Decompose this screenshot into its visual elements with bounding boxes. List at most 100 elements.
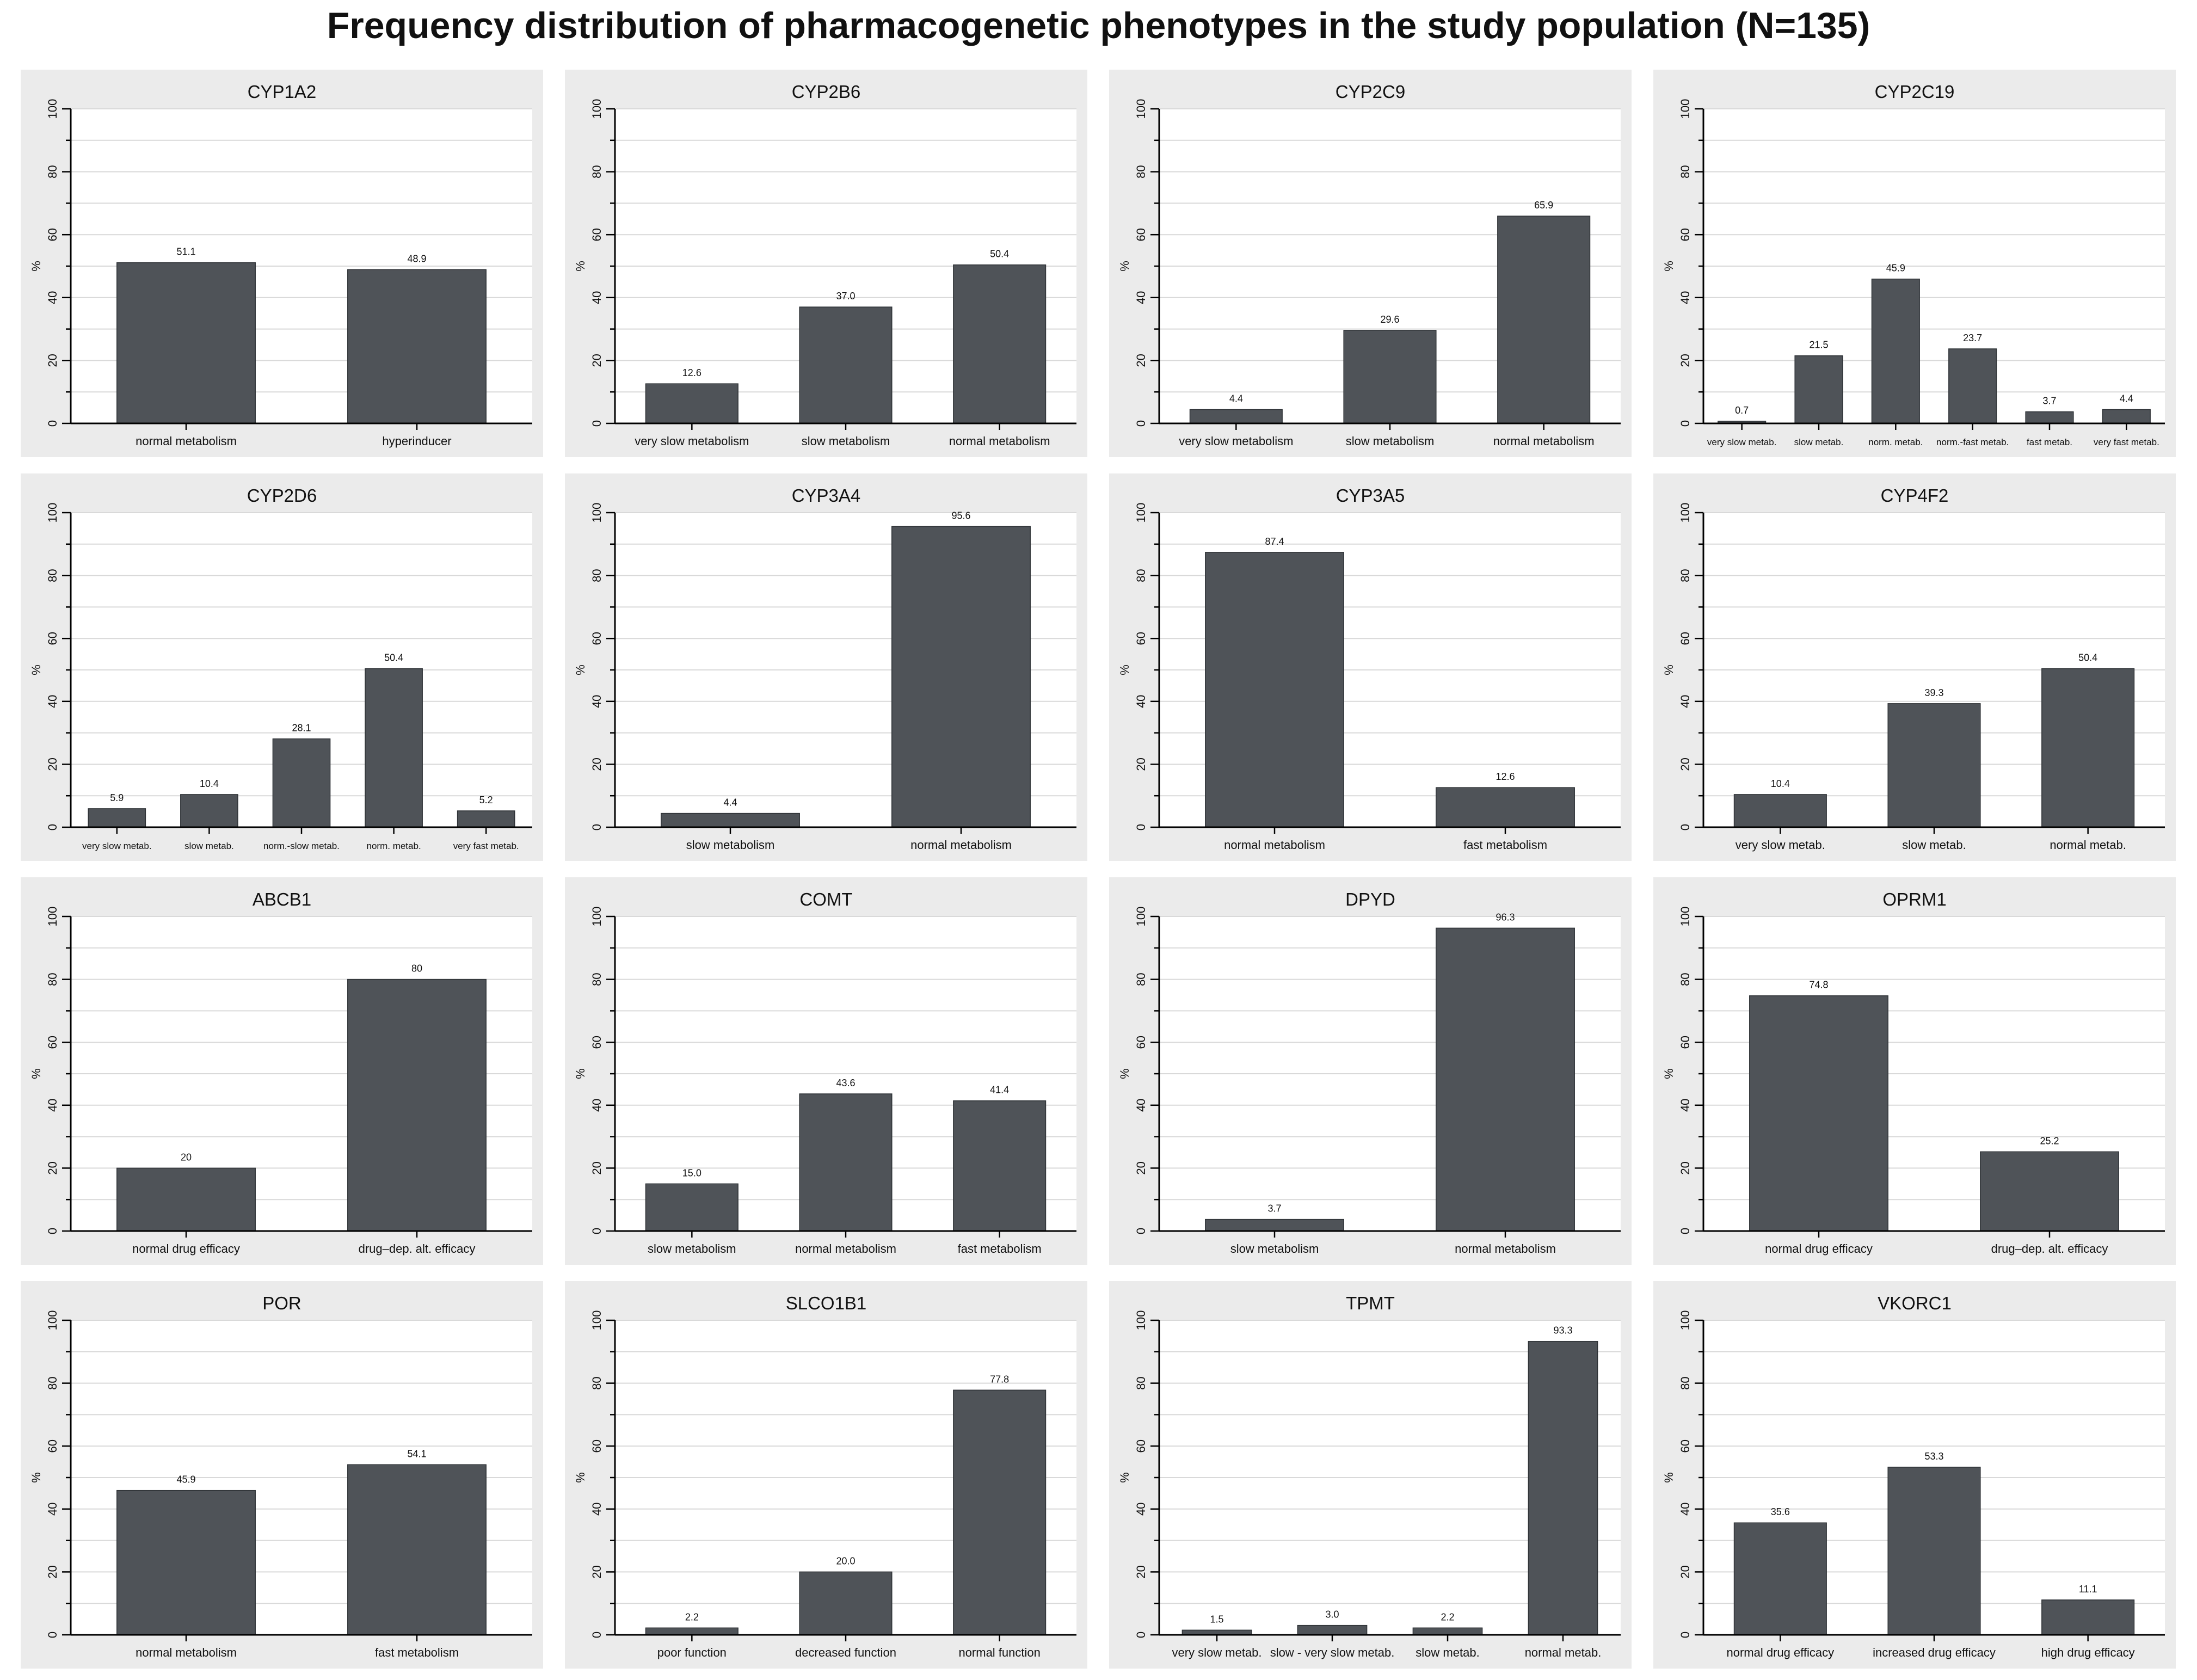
y-tick-label: 60 — [590, 632, 604, 645]
x-tick-label: normal function — [958, 1646, 1040, 1659]
x-tick-label: very slow metab. — [1707, 437, 1777, 447]
y-tick-label: 80 — [590, 569, 604, 582]
chart-panel-cyp2d6: CYP2D6 0 20 40 60 80 100% 5.9 very slow metab. 10… — [21, 473, 543, 861]
bar — [1412, 1627, 1483, 1635]
x-tick-label: increased drug efficacy — [1873, 1646, 1996, 1659]
bar — [88, 808, 146, 828]
chart-panel-cyp2c19: CYP2C19 0 20 40 60 80 100% 0.7 very slow metab. 2… — [1653, 70, 2176, 457]
chart-title: OPRM1 — [1882, 889, 1946, 909]
bar — [1733, 1522, 1827, 1635]
data-label: 41.4 — [990, 1085, 1009, 1096]
data-label: 48.9 — [407, 253, 426, 264]
y-axis-label: % — [29, 261, 43, 272]
data-label: 4.4 — [1229, 393, 1243, 404]
bar — [1794, 355, 1843, 424]
y-tick-label: 80 — [46, 165, 59, 178]
x-tick-label: fast metab. — [2027, 437, 2072, 447]
chart-title: SLCO1B1 — [786, 1293, 867, 1313]
y-axis-label: % — [1662, 261, 1676, 272]
y-tick-label: 20 — [46, 354, 59, 367]
y-tick-label: 40 — [1678, 1099, 1692, 1112]
data-label: 2.2 — [685, 1611, 699, 1622]
y-tick-label: 60 — [1678, 632, 1692, 645]
y-tick-label: 20 — [590, 1161, 604, 1174]
chart-panel-tpmt: TPMT 0 20 40 60 80 100% 1.5 very slow metab. 3.0 s… — [1109, 1281, 1632, 1669]
y-axis-label: % — [1662, 1472, 1676, 1483]
bar — [347, 269, 487, 424]
chart-title: DPYD — [1345, 889, 1395, 909]
data-label: 3.0 — [1325, 1609, 1339, 1620]
y-tick-label: 80 — [1678, 569, 1692, 582]
y-tick-label: 40 — [46, 695, 59, 708]
bar — [953, 264, 1047, 424]
y-tick-label: 80 — [590, 973, 604, 986]
chart-panel-abcb1: ABCB1 0 20 40 60 80 100% 20 normal drug efficacy… — [21, 877, 543, 1265]
y-tick-label: 100 — [1134, 99, 1148, 119]
y-tick-label: 40 — [1678, 1503, 1692, 1516]
y-tick-label: 40 — [1134, 1099, 1148, 1112]
y-tick-label: 100 — [1134, 503, 1148, 523]
y-tick-label: 0 — [46, 824, 59, 830]
y-tick-label: 100 — [590, 99, 604, 119]
y-tick-label: 40 — [1678, 695, 1692, 708]
y-tick-label: 0 — [46, 420, 59, 427]
y-tick-label: 80 — [1134, 973, 1148, 986]
chart-title: TPMT — [1346, 1293, 1395, 1313]
y-tick-label: 80 — [1678, 973, 1692, 986]
x-tick-label: normal metabolism — [136, 434, 237, 448]
chart-title: CYP2C19 — [1875, 82, 1955, 102]
x-tick-label: very fast metab. — [2094, 437, 2159, 447]
data-label: 4.4 — [2120, 393, 2133, 404]
data-label: 65.9 — [1534, 200, 1553, 211]
data-label: 50.4 — [990, 249, 1009, 260]
y-tick-label: 0 — [590, 1632, 604, 1638]
y-tick-label: 20 — [46, 1565, 59, 1578]
chart-title: CYP2C9 — [1336, 82, 1405, 102]
data-label: 29.6 — [1380, 314, 1399, 325]
x-tick-label: slow metabolism — [648, 1242, 736, 1256]
x-tick-label: normal metabolism — [1224, 838, 1325, 852]
y-axis-label: % — [29, 1472, 43, 1483]
bar — [645, 1183, 739, 1232]
x-tick-label: normal metab. — [1525, 1646, 1602, 1659]
bar — [2102, 409, 2151, 424]
bar — [953, 1389, 1047, 1635]
chart-title: POR — [262, 1293, 301, 1313]
data-label: 74.8 — [1809, 980, 1828, 990]
y-tick-label: 60 — [1134, 632, 1148, 645]
x-tick-label: slow metabolism — [1230, 1242, 1319, 1256]
y-tick-label: 40 — [1134, 695, 1148, 708]
y-tick-label: 60 — [1134, 228, 1148, 241]
bar — [347, 1464, 487, 1635]
chart-panel-cyp2b6: CYP2B6 0 20 40 60 80 100% 12.6 very slow metabol… — [565, 70, 1087, 457]
data-label: 1.5 — [1210, 1614, 1223, 1624]
y-axis-label: % — [29, 1068, 43, 1079]
y-axis-label: % — [574, 261, 587, 272]
bar — [1980, 1151, 2119, 1232]
y-axis-label: % — [29, 664, 43, 675]
data-label: 54.1 — [407, 1448, 426, 1459]
bar — [365, 668, 423, 828]
y-tick-label: 0 — [46, 1632, 59, 1638]
y-tick-label: 40 — [590, 291, 604, 304]
data-label: 20 — [181, 1152, 192, 1162]
x-tick-label: normal metabolism — [910, 838, 1012, 852]
y-tick-label: 0 — [1678, 420, 1692, 427]
y-tick-label: 0 — [1678, 824, 1692, 830]
y-tick-label: 0 — [1678, 1228, 1692, 1234]
y-tick-label: 100 — [1678, 1310, 1692, 1331]
x-tick-label: norm. metab. — [1868, 437, 1923, 447]
data-label: 23.7 — [1963, 333, 1982, 343]
y-tick-label: 100 — [1678, 907, 1692, 927]
chart-panel-cyp1a2: CYP1A2 0 20 40 60 80 100% 51.1 normal metabolism… — [21, 70, 543, 457]
y-tick-label: 20 — [590, 1565, 604, 1578]
bar — [1749, 995, 1888, 1232]
bar — [1436, 927, 1575, 1232]
data-label: 95.6 — [951, 510, 970, 521]
bar — [645, 383, 739, 424]
x-tick-label: normal metabolism — [136, 1646, 237, 1659]
y-tick-label: 60 — [1678, 1036, 1692, 1049]
x-tick-label: normal metabolism — [1493, 434, 1595, 448]
bar — [1436, 787, 1575, 828]
